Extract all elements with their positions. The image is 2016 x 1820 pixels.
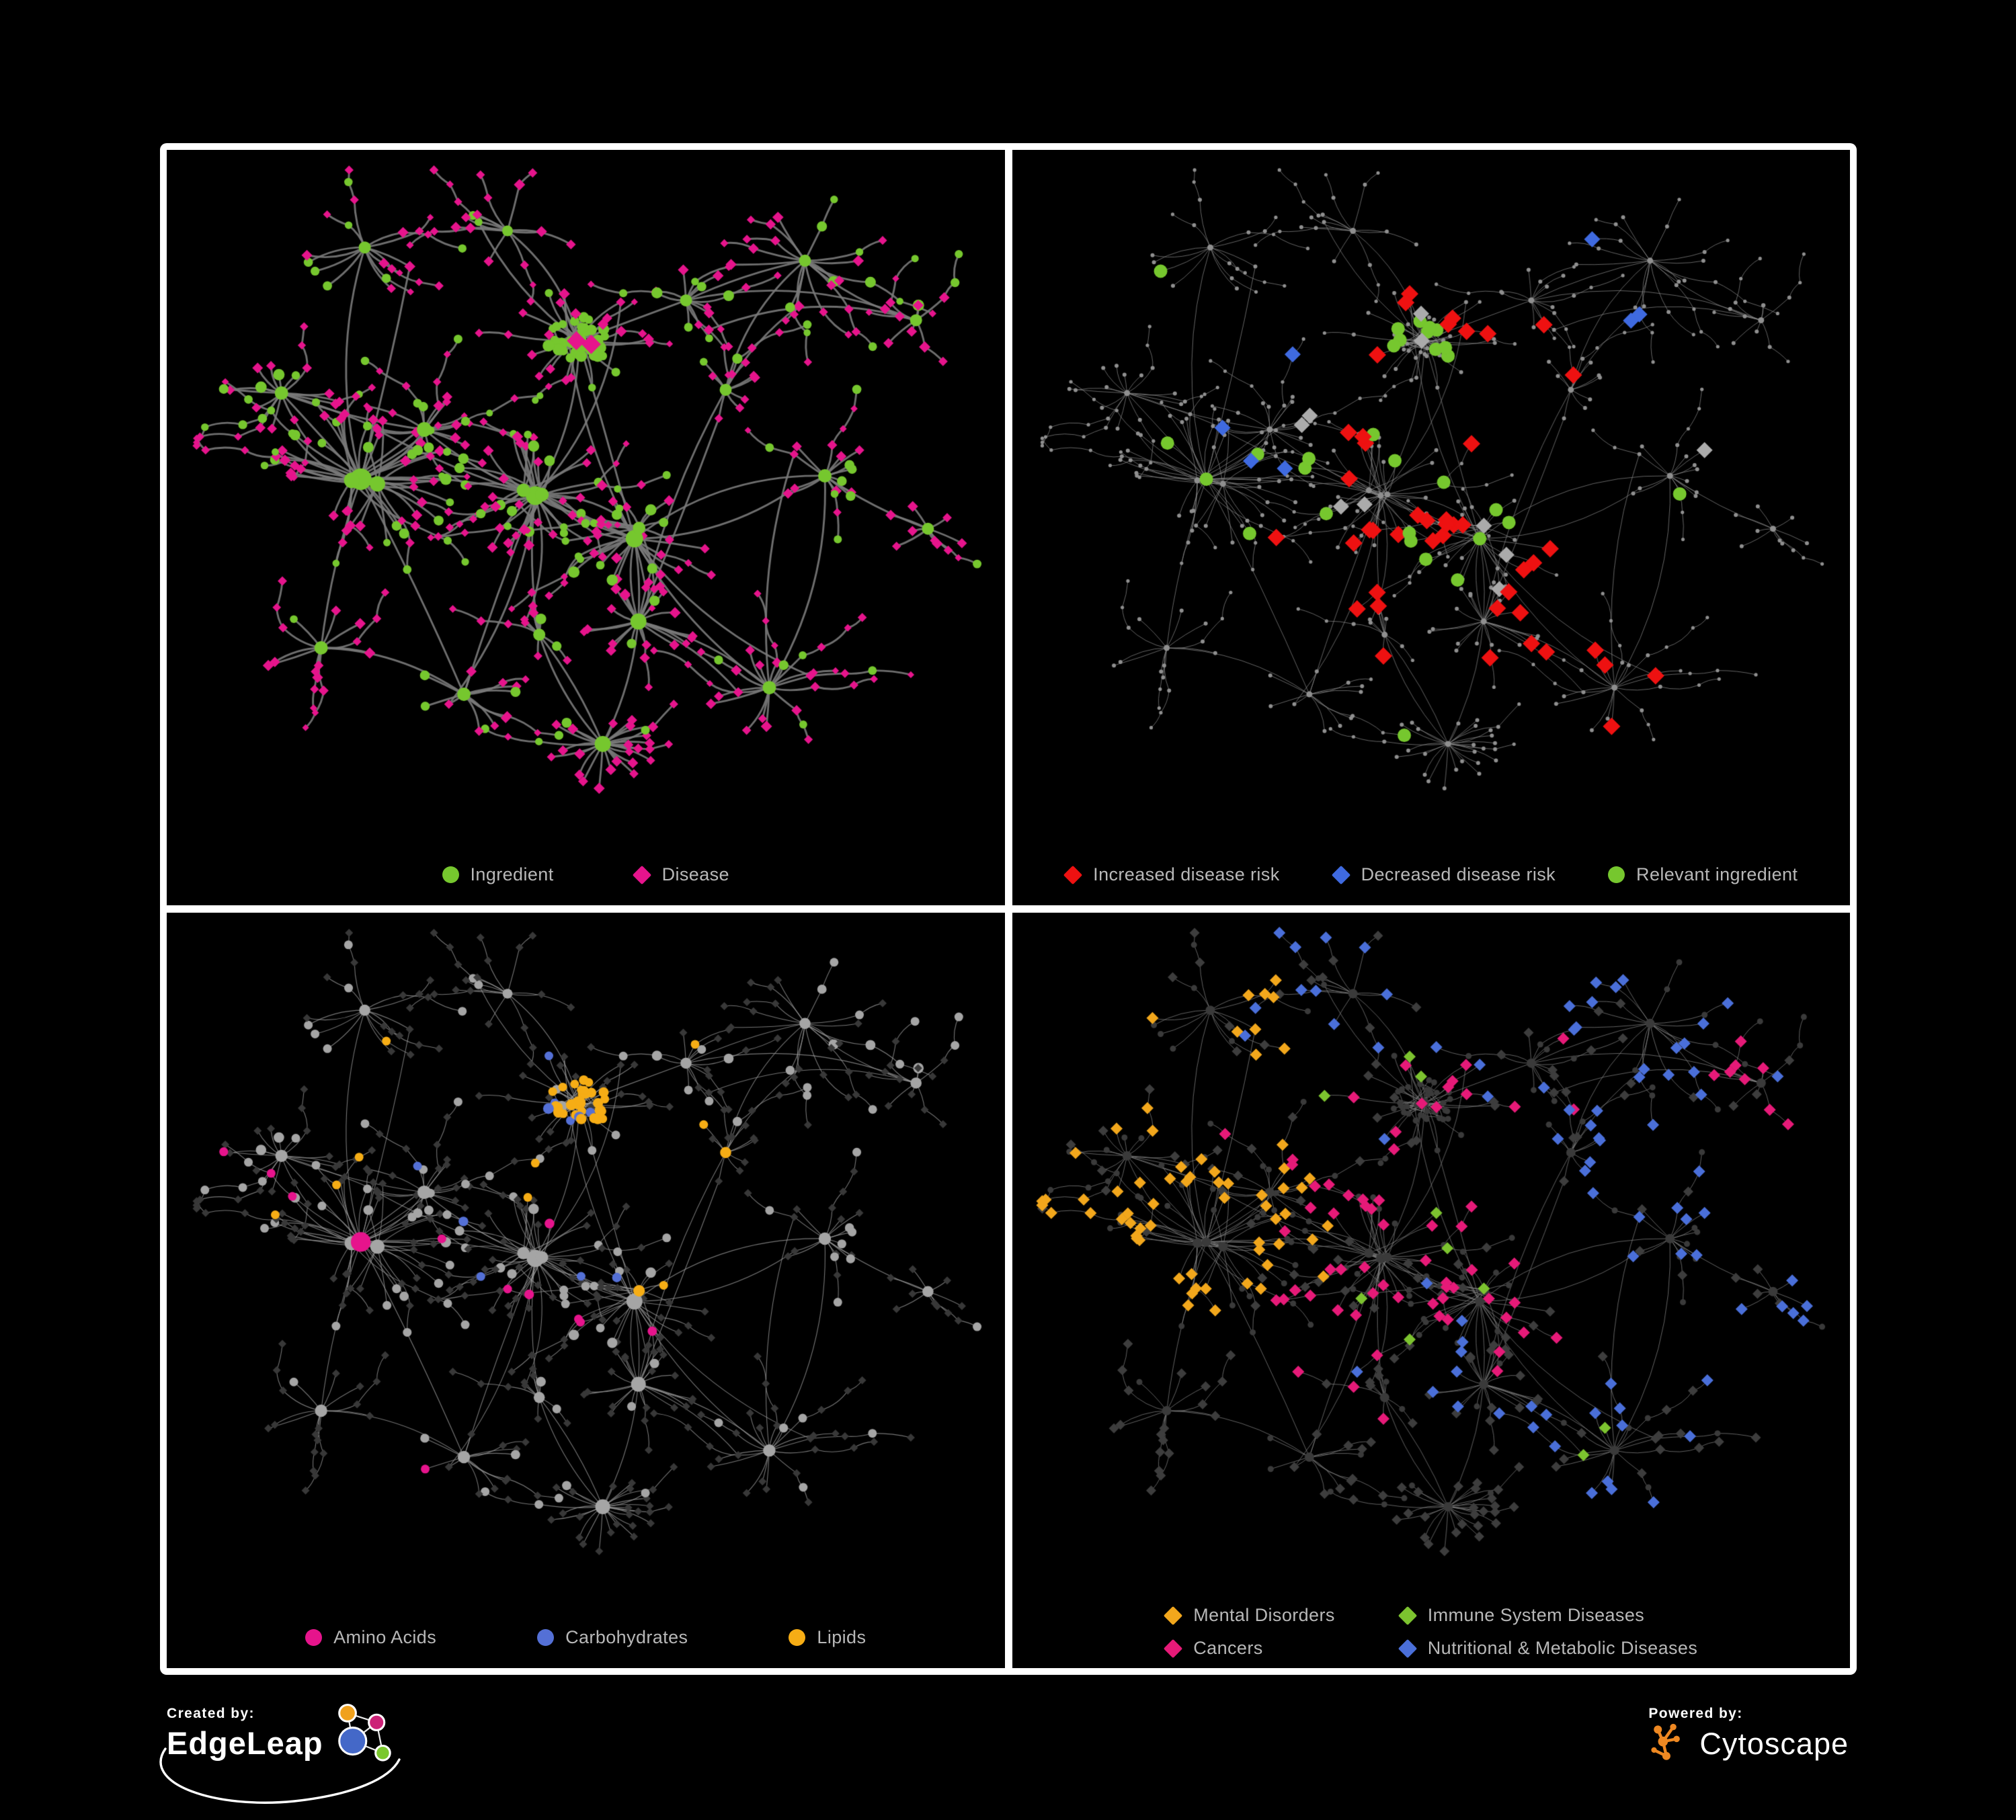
network-canvas-disease-categories [1012,913,1850,1668]
legend-disease-risk: Increased disease risk Decreased disease… [1012,864,1851,885]
diamond-marker [1063,865,1083,884]
legend-item-mental-disorders: Mental Disorders [1164,1605,1334,1626]
panel-nutrient-classes: Amino Acids Carbohydrates Lipids [167,913,1005,1668]
edgeleap-logo-icon [337,1704,391,1762]
legend-label: Nutritional & Metabolic Diseases [1427,1638,1698,1658]
legend-label: Decreased disease risk [1361,864,1556,884]
legend-item-amino-acids: Amino Acids [305,1627,436,1648]
legend-label: Amino Acids [333,1627,437,1647]
diamond-marker [1331,865,1350,884]
created-by-label: Created by: [167,1706,255,1721]
diamond-marker [1164,1606,1183,1625]
diamond-marker [632,865,651,884]
legend-item-decreased-risk: Decreased disease risk [1331,864,1556,885]
circle-marker [305,1629,323,1646]
edgeleap-logo-text: EdgeLeap [167,1725,323,1762]
legend-nutrient-classes: Amino Acids Carbohydrates Lipids [167,1627,1005,1648]
legend-item-ingredient: Ingredient [442,864,554,885]
diamond-marker [1164,1639,1183,1658]
legend-label: Carbohydrates [565,1627,688,1647]
legend-item-relevant-ingredient: Relevant ingredient [1608,864,1798,885]
legend-label: Ingredient [470,864,554,884]
edgeleap-credit: Created by: EdgeLeap [159,1704,543,1820]
diamond-marker [1398,1639,1417,1658]
panel-ingredient-disease: Ingredient Disease [167,150,1005,905]
legend-item-lipids: Lipids [789,1627,866,1648]
legend-label: Mental Disorders [1193,1605,1335,1625]
circle-marker [789,1629,806,1646]
legend-label: Relevant ingredient [1636,864,1798,884]
legend-label: Cancers [1193,1638,1263,1658]
legend-item-immune-system-diseases: Immune System Diseases [1398,1605,1645,1626]
legend-label: Disease [661,864,729,884]
cytoscape-logo-text: Cytoscape [1699,1727,1849,1761]
edgeleap-node-magenta [367,1713,385,1731]
cytoscape-logo-icon [1651,1723,1681,1760]
legend-item-cancers: Cancers [1164,1638,1262,1659]
network-canvas-ingredient-disease [167,150,1005,905]
edgeleap-node-green [374,1744,391,1762]
diamond-marker [1398,1606,1417,1625]
legend-item-nutritional-metabolic-diseases: Nutritional & Metabolic Diseases [1398,1638,1698,1659]
network-canvas-disease-risk [1012,150,1850,905]
figure-grid: Ingredient Disease Increased disease ris… [160,143,1857,1675]
legend-ingredient-disease: Ingredient Disease [167,864,1005,885]
powered-by-label: Powered by: [1648,1706,1743,1721]
legend-item-disease: Disease [632,864,729,885]
legend-item-increased-risk: Increased disease risk [1063,864,1280,885]
edgeleap-node-blue [337,1726,367,1756]
circle-marker [442,866,459,883]
cytoscape-credit: Powered by: Cytoscape [1648,1706,1849,1766]
legend-item-carbohydrates: Carbohydrates [537,1627,688,1648]
legend-label: Increased disease risk [1093,864,1280,884]
edgeleap-swoosh-icon [159,1747,401,1804]
circle-marker [537,1629,555,1646]
legend-label: Immune System Diseases [1427,1605,1645,1625]
legend-disease-categories: Mental Disorders Immune System Diseases … [1012,1605,1851,1659]
panel-disease-risk: Increased disease risk Decreased disease… [1012,150,1851,905]
circle-marker [1608,866,1625,883]
edgeleap-node-orange [337,1704,357,1723]
network-canvas-nutrient-classes [167,913,1005,1668]
panel-disease-categories: Mental Disorders Immune System Diseases … [1012,913,1851,1668]
legend-label: Lipids [817,1627,866,1647]
